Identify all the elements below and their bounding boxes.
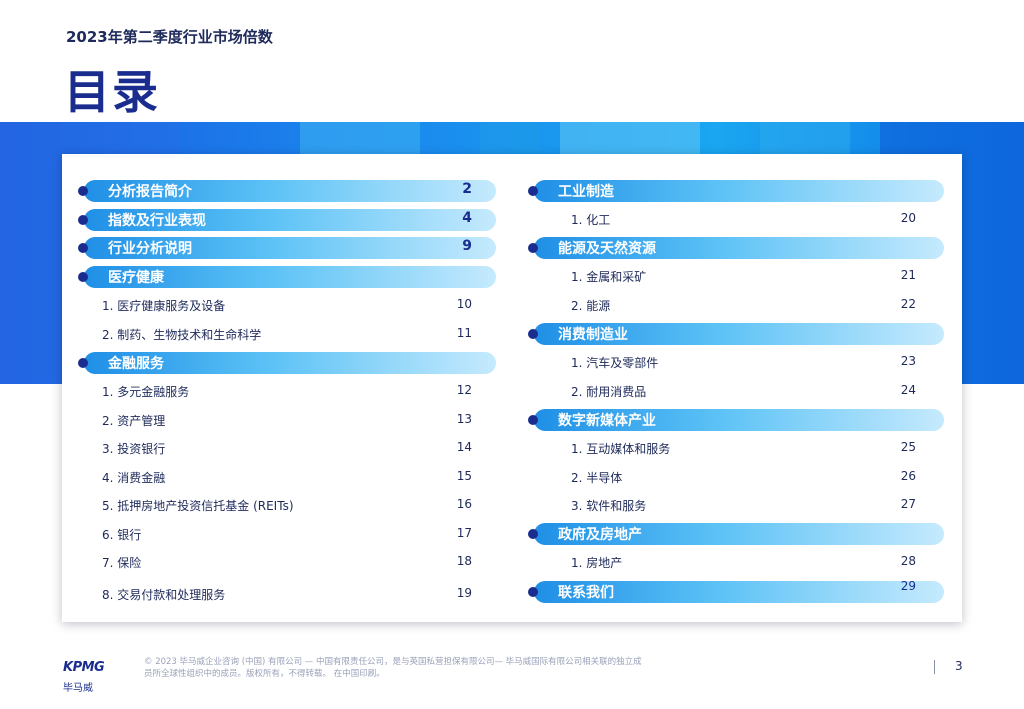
- toc-item-page: 18: [456, 554, 472, 568]
- toc-item-page: 25: [900, 440, 916, 454]
- toc-item-label[interactable]: 1. 汽车及零部件: [571, 356, 659, 370]
- toc-item-label[interactable]: 4. 消费金融: [102, 471, 166, 485]
- kpmg-logo: KPMG 毕马威: [63, 654, 109, 698]
- toc-section-header[interactable]: 分析报告简介 2: [78, 180, 496, 202]
- toc-item-page: 12: [456, 383, 472, 397]
- toc-item-label[interactable]: 5. 抵押房地产投资信托基金 (REITs): [102, 499, 294, 513]
- toc-item-page: 28: [900, 554, 916, 568]
- toc-section-label: 政府及房地产: [558, 527, 642, 543]
- report-subtitle: 2023年第二季度行业市场倍数: [66, 28, 273, 46]
- toc-item-label[interactable]: 1. 互动媒体和服务: [571, 442, 671, 456]
- toc-item-page: 17: [456, 526, 472, 540]
- toc-section-header[interactable]: 能源及天然资源: [528, 237, 944, 259]
- toc-section-header[interactable]: 数字新媒体产业: [528, 409, 944, 431]
- toc-item-page: 13: [456, 412, 472, 426]
- legal-notice: © 2023 毕马威企业咨询 (中国) 有限公司 — 中国有限责任公司，是与英国…: [144, 657, 642, 679]
- toc-item-label[interactable]: 3. 投资银行: [102, 442, 166, 456]
- toc-item-page: 22: [900, 297, 916, 311]
- toc-item-page: 14: [456, 440, 472, 454]
- toc-section-header[interactable]: 消费制造业: [528, 323, 944, 345]
- toc-section-label: 分析报告简介: [108, 184, 192, 200]
- bullet-dot-icon: [78, 186, 88, 196]
- toc-item-page: 24: [900, 383, 916, 397]
- bullet-dot-icon: [528, 415, 538, 425]
- toc-section-label: 工业制造: [558, 184, 614, 200]
- toc-section-page: 4: [462, 210, 472, 226]
- toc-section-label: 联系我们: [558, 585, 614, 601]
- toc-section-label: 金融服务: [108, 356, 164, 372]
- toc-section-header[interactable]: 金融服务: [78, 352, 496, 374]
- toc-section-label: 医疗健康: [108, 270, 164, 286]
- toc-section-header[interactable]: 工业制造: [528, 180, 944, 202]
- footer: KPMG 毕马威 © 2023 毕马威企业咨询 (中国) 有限公司 — 中国有限…: [0, 640, 1024, 709]
- bullet-dot-icon: [528, 243, 538, 253]
- toc-right-column: 工业制造 1. 化工 20 能源及天然资源 1. 金属和采矿 21 2. 能源 22 消费制造业…: [512, 154, 962, 622]
- toc-item-page: 21: [900, 268, 916, 282]
- toc-item-page: 11: [456, 326, 472, 340]
- toc-item-page: 20: [900, 211, 916, 225]
- toc-item-label[interactable]: 2. 半导体: [571, 471, 623, 485]
- toc-section-label: 行业分析说明: [108, 241, 192, 257]
- bullet-dot-icon: [528, 186, 538, 196]
- page-title: 目录: [64, 65, 160, 119]
- toc-item-page: 27: [900, 497, 916, 511]
- page-number: 3: [955, 659, 963, 673]
- bullet-dot-icon: [78, 215, 88, 225]
- bullet-dot-icon: [528, 587, 538, 597]
- toc-section-label: 指数及行业表现: [108, 213, 206, 229]
- toc-section-label: 消费制造业: [558, 327, 628, 343]
- toc-item-label[interactable]: 3. 软件和服务: [571, 499, 647, 513]
- bullet-dot-icon: [528, 329, 538, 339]
- bullet-dot-icon: [78, 272, 88, 282]
- footer-divider: [934, 660, 935, 674]
- toc-item-label[interactable]: 7. 保险: [102, 556, 142, 570]
- toc-item-label[interactable]: 8. 交易付款和处理服务: [102, 588, 226, 602]
- toc-item-page: 15: [456, 469, 472, 483]
- toc-section-page: 2: [462, 181, 472, 197]
- toc-item-page: 10: [456, 297, 472, 311]
- toc-item-label[interactable]: 1. 多元金融服务: [102, 385, 190, 399]
- toc-item-page: 16: [456, 497, 472, 511]
- toc-item-label[interactable]: 1. 房地产: [571, 556, 623, 570]
- toc-item-label[interactable]: 1. 金属和采矿: [571, 270, 647, 284]
- toc-item-page: 23: [900, 354, 916, 368]
- bullet-dot-icon: [78, 358, 88, 368]
- toc-left-column: 分析报告简介 2 指数及行业表现 4 行业分析说明 9 医疗健康 1. 医疗健康服务及设备 10…: [62, 154, 512, 622]
- kpmg-logo-text: KPMG: [63, 660, 105, 675]
- toc-item-label[interactable]: 6. 银行: [102, 528, 142, 542]
- toc-section-label: 数字新媒体产业: [558, 413, 656, 429]
- toc-item-label[interactable]: 1. 医疗健康服务及设备: [102, 299, 226, 313]
- toc-item-label[interactable]: 2. 制药、生物技术和生命科学: [102, 328, 262, 342]
- toc-item-label[interactable]: 2. 能源: [571, 299, 611, 313]
- toc-item-label[interactable]: 2. 资产管理: [102, 414, 166, 428]
- toc-item-label[interactable]: 1. 化工: [571, 213, 611, 227]
- toc-section-page: 29: [900, 579, 916, 593]
- toc-section-header[interactable]: 医疗健康: [78, 266, 496, 288]
- toc-item-page: 26: [900, 469, 916, 483]
- toc-section-header[interactable]: 指数及行业表现 4: [78, 209, 496, 231]
- toc-section-header[interactable]: 政府及房地产: [528, 523, 944, 545]
- toc-section-header[interactable]: 行业分析说明 9: [78, 237, 496, 259]
- toc-item-label[interactable]: 2. 耐用消费品: [571, 385, 647, 399]
- toc-section-label: 能源及天然资源: [558, 241, 656, 257]
- bullet-dot-icon: [78, 243, 88, 253]
- toc-item-page: 19: [456, 586, 472, 600]
- kpmg-logo-chinese: 毕马威: [63, 683, 93, 694]
- toc-card: 分析报告简介 2 指数及行业表现 4 行业分析说明 9 医疗健康 1. 医疗健康服务及设备 10…: [62, 154, 962, 622]
- bullet-dot-icon: [528, 529, 538, 539]
- toc-section-page: 9: [462, 238, 472, 254]
- toc-section-header[interactable]: 联系我们 29: [528, 579, 944, 603]
